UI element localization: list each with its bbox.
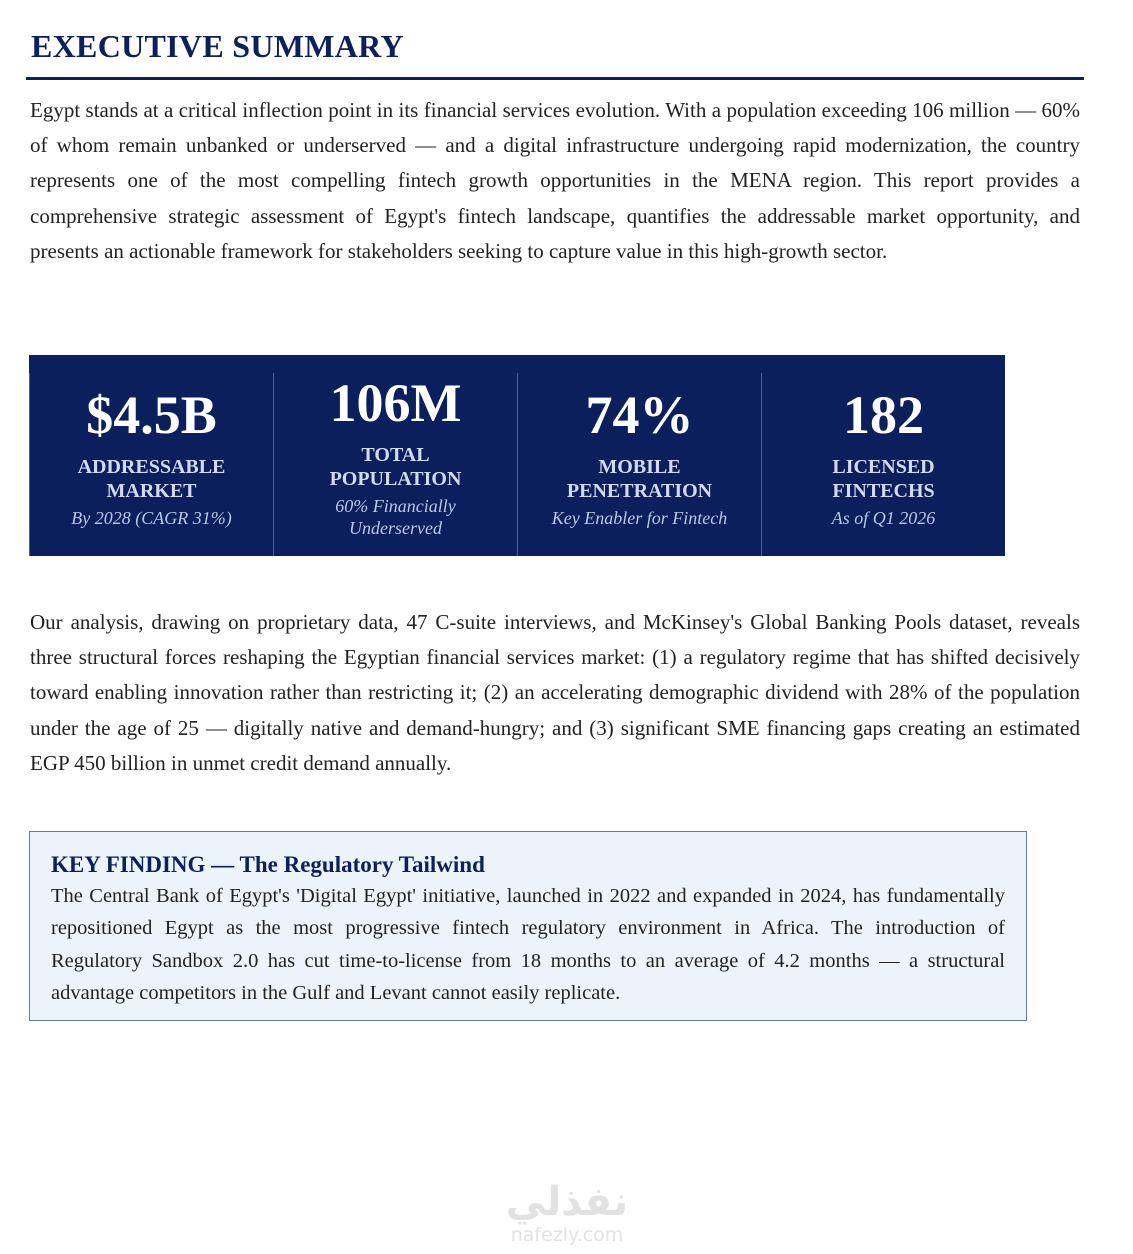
page-title: EXECUTIVE SUMMARY xyxy=(31,28,404,64)
stat-value: 106M xyxy=(329,373,462,433)
intro-paragraph: Egypt stands at a critical inflection po… xyxy=(30,98,1080,263)
stat-sub: Key Enabler for Fintech xyxy=(551,508,728,528)
key-finding-body: The Central Bank of Egypt's 'Digital Egy… xyxy=(51,885,1005,1005)
stat-sub: As of Q1 2026 xyxy=(831,508,936,528)
title-divider xyxy=(26,77,1084,80)
key-finding-box: KEY FINDING — The Regulatory Tailwind Th… xyxy=(29,831,1027,1021)
stat-sub: By 2028 (CAGR 31%) xyxy=(71,508,232,528)
stat-mobile-penetration: 74% MOBILE PENETRATION Key Enabler for F… xyxy=(517,373,761,556)
analysis-paragraph: Our analysis, drawing on proprietary dat… xyxy=(30,610,1080,775)
watermark-logo: نفذلي nafezly.com xyxy=(497,1180,637,1246)
stat-label: ADDRESSABLE MARKET xyxy=(77,456,226,502)
stat-total-population: 106M TOTAL POPULATION 60% Financially Un… xyxy=(273,373,517,556)
stat-label: LICENSED FINTECHS xyxy=(832,456,935,502)
stat-value: 182 xyxy=(843,385,924,445)
watermark-latin: nafezly.com xyxy=(510,1224,624,1246)
stat-label: TOTAL POPULATION xyxy=(329,444,462,490)
stat-sub: 60% Financially Underserved xyxy=(335,496,456,538)
stat-licensed-fintechs: 182 LICENSED FINTECHS As of Q1 2026 xyxy=(761,373,1005,556)
stat-addressable-market: $4.5B ADDRESSABLE MARKET By 2028 (CAGR 3… xyxy=(29,373,273,556)
key-finding-title: KEY FINDING — The Regulatory Tailwind xyxy=(51,852,485,877)
stat-value: $4.5B xyxy=(86,385,217,445)
stat-label: MOBILE PENETRATION xyxy=(566,456,713,502)
stat-value: 74% xyxy=(585,385,694,445)
watermark-arabic: نفذلي xyxy=(505,1179,629,1225)
stats-banner: $4.5B ADDRESSABLE MARKET By 2028 (CAGR 3… xyxy=(29,355,1005,556)
